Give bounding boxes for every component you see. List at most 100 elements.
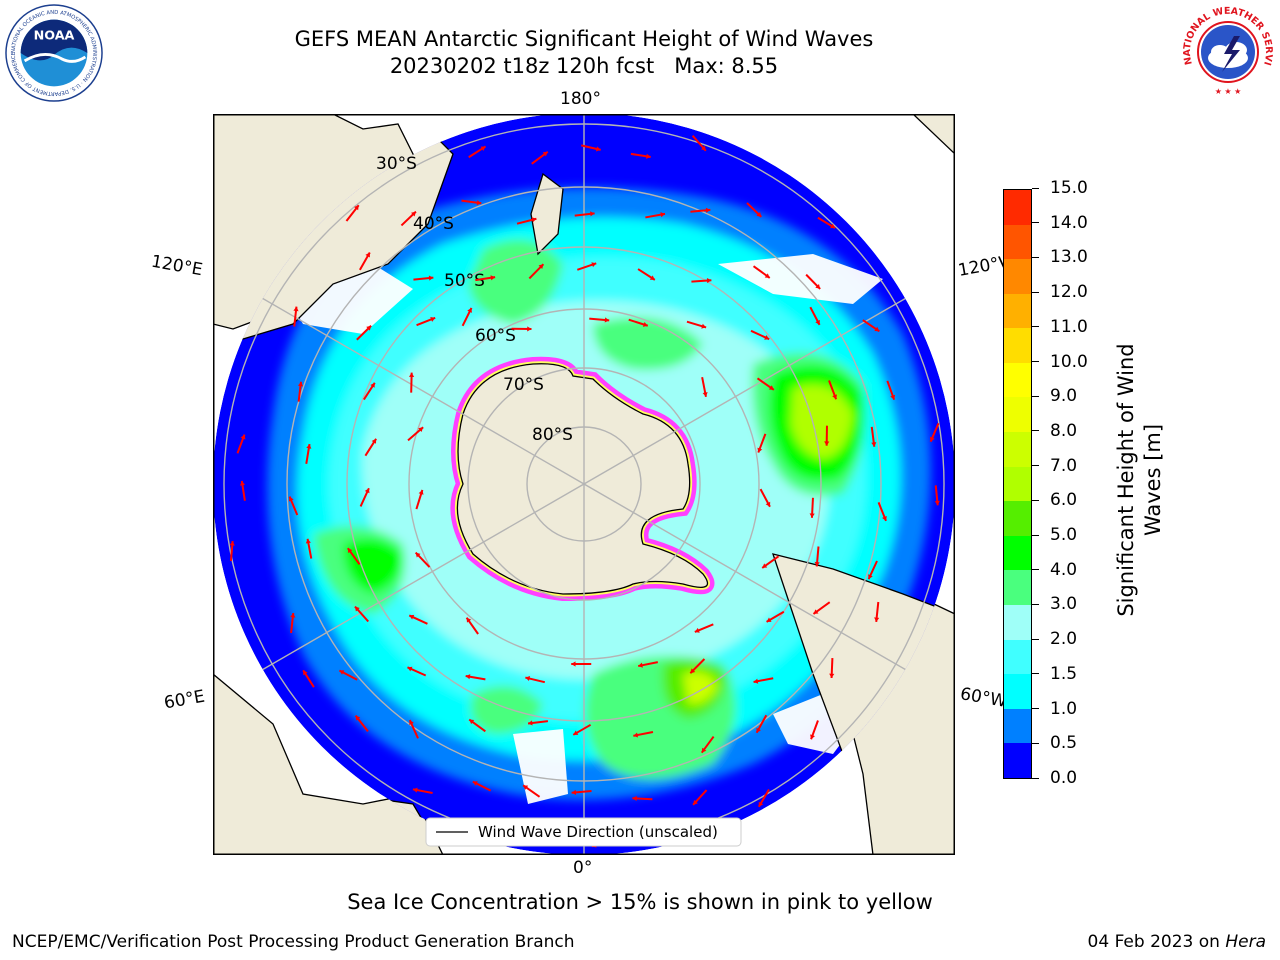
wave-direction-arrowhead (469, 719, 475, 725)
wave-direction-arrowhead (293, 306, 299, 312)
colorbar-tick-label: 9.0 (1032, 386, 1077, 406)
wave-direction-arrowhead (573, 730, 579, 735)
wave-direction-arrowhead (409, 720, 414, 726)
colorbar-segment (1004, 570, 1031, 606)
title-line-1: GEFS MEAN Antarctic Significant Height o… (294, 27, 874, 51)
wave-direction-arrowhead (814, 561, 820, 567)
legend: Wind Wave Direction (unscaled) (425, 817, 742, 847)
wave-direction-arrowhead (604, 317, 610, 323)
latitude-label: 80°S (532, 425, 573, 445)
wave-direction-arrowhead (411, 211, 416, 217)
wave-direction-arrowhead (638, 662, 643, 668)
meridian-line (583, 483, 949, 695)
colorbar-segment (1004, 674, 1031, 709)
wave-direction-arrowhead (764, 335, 770, 340)
colorbar-tick-label: 1.0 (1032, 699, 1077, 719)
land-mass (530, 172, 564, 256)
wave-direction-arrowhead (528, 720, 533, 726)
wave-direction-arrowhead (412, 787, 418, 793)
wave-direction-arrowhead (542, 151, 548, 157)
colorbar-tick-label: 13.0 (1032, 247, 1088, 267)
wave-direction-arrowhead (690, 668, 696, 674)
wave-direction-arrowhead (701, 747, 707, 753)
footer-credit: NCEP/EMC/Verification Post Processing Pr… (12, 932, 575, 952)
colorbar-segment (1004, 397, 1031, 433)
lon-label-60e: 60°E (162, 686, 207, 714)
wave-direction-arrowhead (240, 434, 246, 440)
colorbar-segment (1004, 259, 1031, 294)
colorbar-segment (1004, 362, 1031, 398)
colorbar-tick-label: 10.0 (1032, 352, 1088, 372)
wave-direction-arrowhead (815, 319, 820, 325)
colorbar-segment (1004, 224, 1031, 260)
wave-direction-arrowhead (633, 732, 639, 738)
wave-direction-arrowhead (371, 438, 377, 444)
noaa-logo: NATIONAL OCEANIC AND ATMOSPHERIC ADMINIS… (5, 4, 103, 102)
colorbar-tick-label: 6.0 (1032, 490, 1077, 510)
colorbar-segment (1004, 605, 1031, 640)
colorbar-segment (1004, 466, 1031, 502)
wave-height-region (468, 239, 563, 324)
latitude-label: 70°S (503, 375, 544, 395)
colorbar-segment (1004, 535, 1031, 571)
colorbar-tick-label: 1.5 (1032, 664, 1077, 684)
colorbar-tick-label: 2.0 (1032, 629, 1077, 649)
wave-direction-arrowhead (306, 444, 312, 449)
wave-direction-arrowhead (702, 392, 708, 397)
wave-direction-arrowhead (882, 515, 887, 521)
wave-direction-arrowhead (815, 284, 821, 289)
wave-direction-arrowhead (571, 789, 577, 795)
wave-direction-arrowhead (890, 394, 896, 400)
wave-direction-arrowhead (290, 613, 296, 618)
wave-direction-arrowhead (571, 661, 576, 667)
meridian-line (219, 273, 585, 485)
wave-direction-arrowhead (768, 385, 774, 390)
wave-direction-arrowhead (756, 212, 762, 217)
wave-direction-arrowhead (813, 609, 819, 614)
wave-direction-arrowhead (466, 617, 472, 623)
wave-direction-arrowhead (354, 606, 360, 612)
wave-direction-arrowhead (701, 145, 706, 151)
wave-direction-arrowhead (527, 326, 532, 332)
wave-direction-arrowhead (632, 795, 637, 802)
wave-direction-arrowhead (871, 442, 877, 447)
colorbar-segment (1004, 639, 1031, 675)
antarctica (456, 363, 709, 595)
wave-direction-arrowhead (929, 436, 935, 442)
latitude-label: 60°S (475, 326, 516, 346)
wave-direction-arrowhead (364, 488, 370, 494)
no-data-patch (718, 254, 883, 304)
wave-direction-arrowhead (408, 372, 415, 377)
footer-date: 04 Feb 2023 on Hera (1088, 932, 1266, 952)
wave-direction-arrowhead (305, 538, 311, 544)
legend-label: Wind Wave Direction (unscaled) (478, 823, 718, 841)
wave-direction-arrowhead (756, 727, 761, 733)
wave-direction-arrowhead (762, 563, 768, 568)
colorbar-segment (1004, 708, 1031, 744)
map-panel: 30°S 40°S 50°S 60°S 70°S 80°S Wind Wave Direct… (213, 113, 955, 855)
wave-direction-arrowhead (868, 574, 873, 580)
wave-direction-arrowhead (366, 325, 372, 331)
footer-date-text: 04 Feb 2023 on (1087, 932, 1220, 952)
colorbar-tick-label: 7.0 (1032, 456, 1077, 476)
wave-direction-arrowhead (418, 489, 424, 495)
lon-label-0: 0° (573, 858, 593, 878)
legend-box (425, 817, 742, 847)
wave-direction-arrowhead (490, 275, 496, 281)
wave-direction-arrowhead (303, 670, 308, 676)
wave-direction-arrowhead (347, 548, 353, 554)
wave-height-region (593, 317, 703, 370)
wave-direction-arrowhead (229, 541, 235, 546)
lon-label-180: 180° (560, 89, 601, 109)
wave-direction-arrowhead (766, 617, 772, 622)
colorbar-segment (1004, 189, 1031, 225)
wave-height-region (343, 538, 403, 594)
wave-direction-arrowhead (646, 153, 651, 159)
wave-direction-arrowhead (531, 217, 537, 223)
wave-direction-arrowhead (370, 382, 375, 388)
wave-direction-arrowhead (757, 447, 763, 453)
wave-direction-arrowhead (753, 678, 759, 684)
svg-text:★ ★ ★: ★ ★ ★ (1215, 87, 1242, 96)
map-frame (213, 114, 955, 855)
wave-direction-arrowhead (415, 552, 421, 558)
